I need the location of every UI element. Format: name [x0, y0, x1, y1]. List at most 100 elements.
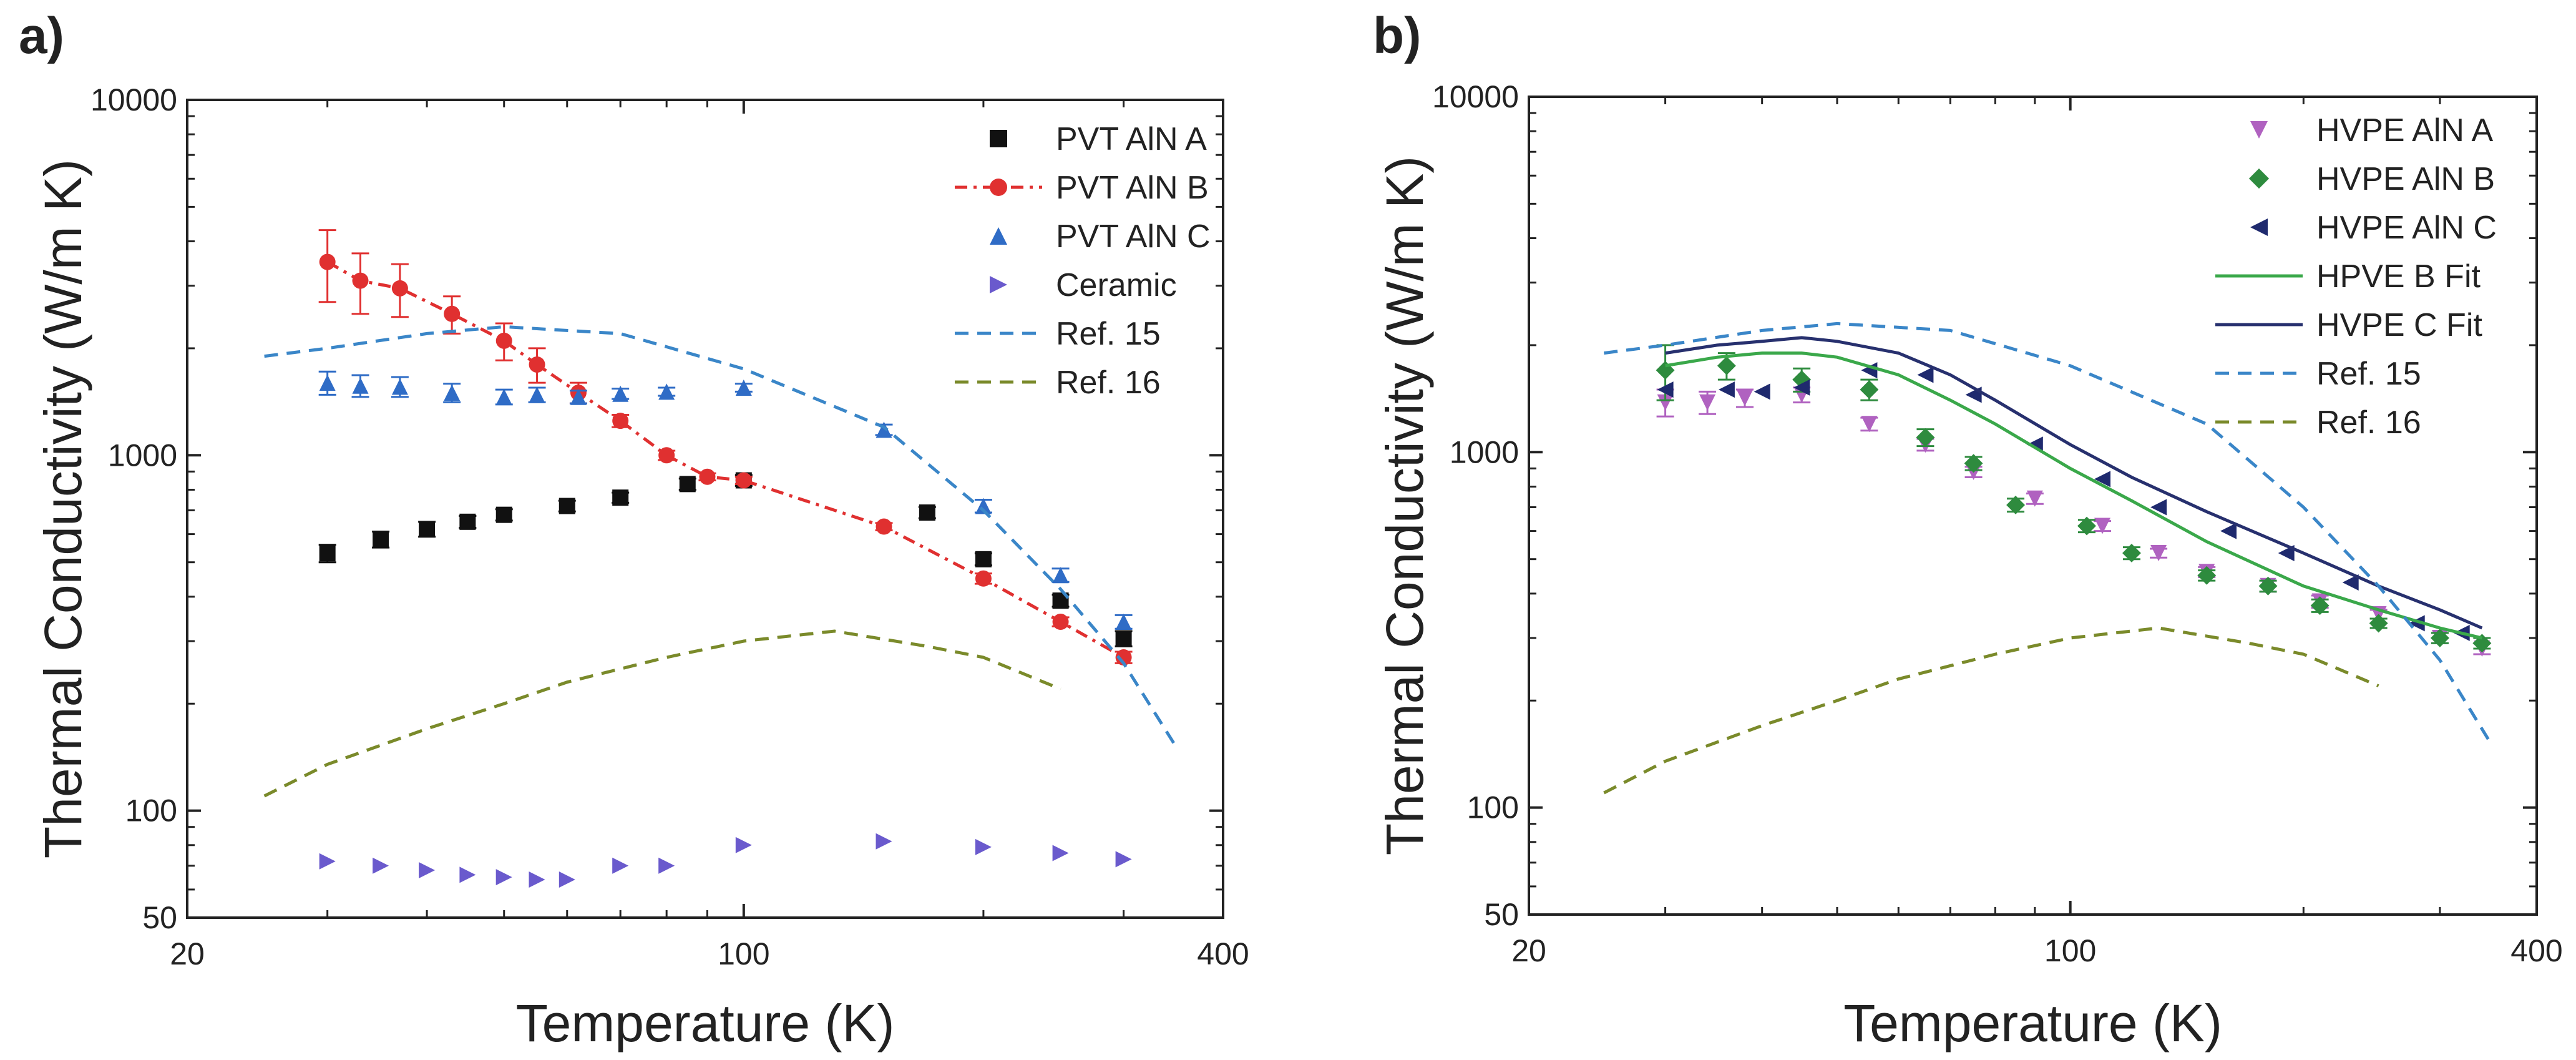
data-point — [570, 388, 587, 405]
data-point — [2150, 545, 2167, 561]
x-axis-title: Temperature (K) — [1843, 994, 2222, 1053]
data-point — [2220, 523, 2237, 539]
data-point — [1052, 567, 1069, 584]
y-tick-label: 10000 — [1432, 79, 1519, 114]
series-hpve-b-fit — [1665, 351, 2482, 640]
data-point — [2369, 614, 2388, 633]
data-point — [975, 498, 992, 514]
data-point — [352, 377, 369, 394]
y-tick-label: 1000 — [1450, 434, 1519, 469]
data-point — [2431, 629, 2449, 647]
data-point — [1860, 380, 1879, 399]
legend-label: Ref. 15 — [2316, 356, 2421, 392]
legend-swatch-marker — [990, 227, 1007, 245]
data-point — [373, 857, 389, 874]
legend-swatch-marker — [990, 130, 1007, 147]
panel-label: b) — [1373, 7, 1421, 64]
data-point — [419, 521, 436, 537]
data-point — [2094, 471, 2110, 488]
x-tick-label: 20 — [170, 936, 205, 971]
x-tick-label: 400 — [2510, 933, 2562, 968]
x-axis-title: Temperature (K) — [516, 994, 895, 1053]
data-point — [1917, 366, 1934, 383]
legend-swatch-marker — [990, 179, 1007, 196]
data-point — [559, 871, 575, 888]
legend-label: HVPE AlN C — [2316, 210, 2497, 246]
legend: PVT AlN A PVT AlN B PVT AlN C Ceramic Ref. 1… — [955, 121, 1211, 401]
data-point — [2006, 496, 2025, 514]
data-point — [373, 531, 389, 547]
data-point — [352, 272, 369, 289]
data-point — [2310, 596, 2330, 616]
y-tick-label: 100 — [125, 793, 177, 828]
legend-swatch-marker — [2248, 168, 2270, 189]
data-point — [459, 513, 476, 530]
series-ceramic — [319, 833, 1132, 888]
y-tick-label: 50 — [1484, 897, 1519, 932]
legend-label: HVPE AlN A — [2316, 112, 2494, 149]
data-point — [975, 570, 992, 587]
legend-swatch-marker — [990, 276, 1007, 293]
data-point — [1115, 630, 1132, 647]
data-point — [735, 837, 752, 853]
data-point — [319, 253, 336, 270]
data-point — [1052, 845, 1069, 861]
data-point — [495, 506, 512, 523]
series-line — [263, 629, 1061, 798]
legend-swatch-marker — [2250, 121, 2268, 139]
data-point — [1793, 379, 1810, 396]
data-point — [529, 871, 545, 888]
data-point — [2150, 499, 2167, 516]
data-point — [319, 853, 336, 870]
data-point — [1699, 394, 1716, 411]
data-point — [1861, 416, 1878, 433]
legend-swatch-marker — [2250, 218, 2268, 236]
y-tick-label: 1000 — [108, 438, 177, 473]
data-point — [1717, 356, 1736, 375]
data-point — [459, 866, 476, 883]
data-point — [529, 386, 545, 403]
data-point — [2077, 516, 2096, 536]
data-point — [612, 489, 629, 506]
data-point — [1052, 614, 1069, 631]
series-line — [1665, 336, 2483, 630]
data-point — [1115, 851, 1132, 868]
data-point — [2026, 490, 2043, 507]
legend-label: Ref. 16 — [1056, 365, 1161, 401]
data-point — [658, 447, 675, 464]
x-tick-label: 100 — [2044, 933, 2096, 968]
data-point — [1718, 381, 1735, 398]
data-point — [2342, 574, 2359, 591]
data-point — [975, 551, 992, 567]
data-point — [612, 857, 629, 874]
data-point — [658, 383, 675, 400]
data-point — [679, 476, 696, 493]
y-tick-label: 50 — [142, 900, 177, 935]
data-point — [2094, 518, 2110, 534]
data-point — [1115, 649, 1132, 666]
y-tick-label: 10000 — [90, 82, 177, 117]
data-point — [319, 545, 336, 562]
series-pvt-aln-b — [318, 229, 1133, 666]
data-point — [1916, 428, 1935, 447]
x-tick-label: 400 — [1197, 936, 1249, 971]
panel-a: a) 20 100 400 50 100 1000 10000 Temperature (K) T… — [19, 7, 1249, 1053]
data-point — [735, 380, 752, 396]
data-point — [876, 833, 892, 850]
y-axis-title: Thermal Conductivity (W/m K) — [1375, 156, 1434, 855]
legend-label: HVPE AlN B — [2316, 161, 2495, 197]
data-point — [444, 385, 461, 401]
legend-label: PVT AlN A — [1056, 121, 1207, 157]
axes-frame — [1528, 96, 2538, 916]
data-point — [612, 385, 629, 402]
series-line — [1665, 351, 2482, 640]
data-point — [319, 375, 336, 391]
data-point — [975, 838, 992, 855]
data-point — [2258, 576, 2278, 596]
data-point — [658, 857, 675, 874]
data-point — [1657, 394, 1674, 411]
data-point — [2408, 615, 2425, 632]
data-point — [419, 862, 436, 878]
data-point — [2472, 634, 2492, 653]
